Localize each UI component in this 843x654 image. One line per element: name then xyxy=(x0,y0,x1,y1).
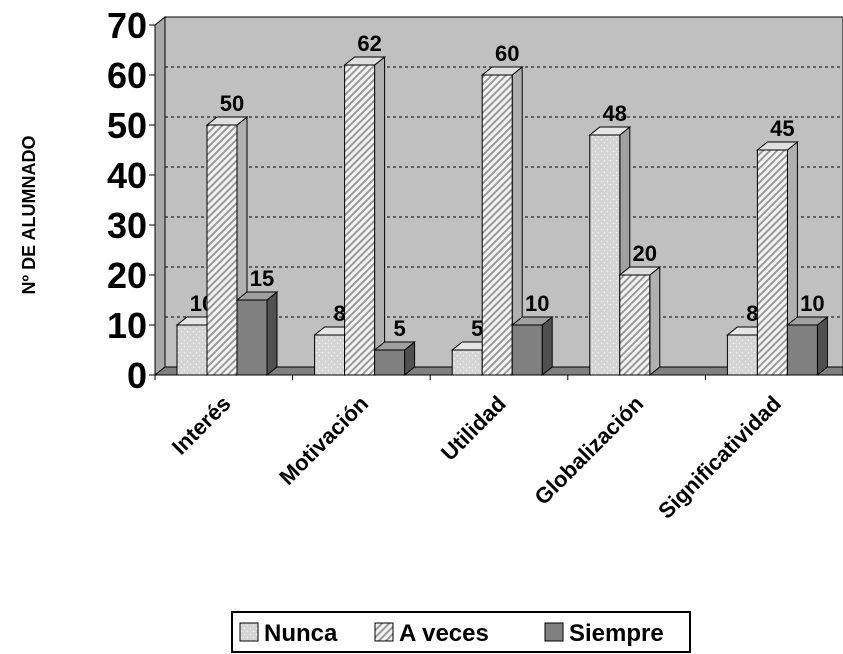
y-axis-title: Nº DE ALUMNADO xyxy=(19,136,39,295)
data-label: 15 xyxy=(250,266,274,291)
y-tick-label: 20 xyxy=(107,255,147,296)
bar xyxy=(451,349,483,376)
legend-label: Nunca xyxy=(264,620,338,647)
bar-side xyxy=(374,55,386,377)
x-tick-label: Interés xyxy=(167,391,236,460)
bar xyxy=(206,124,238,376)
y-tick-label: 0 xyxy=(127,355,147,396)
x-tick-label: Significatividad xyxy=(653,391,786,524)
bar-side xyxy=(541,315,553,377)
bar xyxy=(511,324,543,376)
y-tick-label: 70 xyxy=(107,5,147,46)
legend-box xyxy=(231,611,691,653)
bar xyxy=(619,274,651,376)
data-label: 5 xyxy=(471,316,483,341)
bar xyxy=(481,74,513,376)
x-tick-label: Utilidad xyxy=(436,391,511,466)
x-tick-label: Motivación xyxy=(274,391,373,490)
bar xyxy=(726,334,758,376)
data-label: 45 xyxy=(770,116,794,141)
data-label: 10 xyxy=(800,291,824,316)
y-tick-label: 60 xyxy=(107,55,147,96)
legend-label: Siempre xyxy=(569,620,664,647)
y-tick-label: 30 xyxy=(107,205,147,246)
data-label: 60 xyxy=(495,41,519,66)
data-label: 48 xyxy=(603,101,627,126)
bar xyxy=(236,299,268,376)
data-label: 8 xyxy=(746,301,758,326)
y-tick-label: 50 xyxy=(107,105,147,146)
bar xyxy=(756,149,788,376)
bar-side xyxy=(816,315,828,377)
data-label: 10 xyxy=(525,291,549,316)
data-label: 5 xyxy=(393,316,405,341)
y-tick-label: 40 xyxy=(107,155,147,196)
y-tick-label: 10 xyxy=(107,305,147,346)
data-label: 62 xyxy=(357,31,381,56)
legend-swatch xyxy=(374,622,394,642)
bar xyxy=(589,134,621,376)
data-label: 50 xyxy=(220,91,244,116)
data-label: 8 xyxy=(333,301,345,326)
legend-label: A veces xyxy=(399,620,489,647)
bar xyxy=(786,324,818,376)
data-label: 20 xyxy=(633,241,657,266)
bar-side xyxy=(649,265,661,377)
x-tick-label: Globalización xyxy=(530,391,649,510)
bar xyxy=(176,324,208,376)
bar xyxy=(314,334,346,376)
bar xyxy=(374,349,406,376)
legend-swatch xyxy=(544,622,564,642)
side-wall xyxy=(154,15,166,377)
legend-swatch xyxy=(239,622,259,642)
bar xyxy=(344,64,376,376)
bar-side xyxy=(266,290,278,377)
